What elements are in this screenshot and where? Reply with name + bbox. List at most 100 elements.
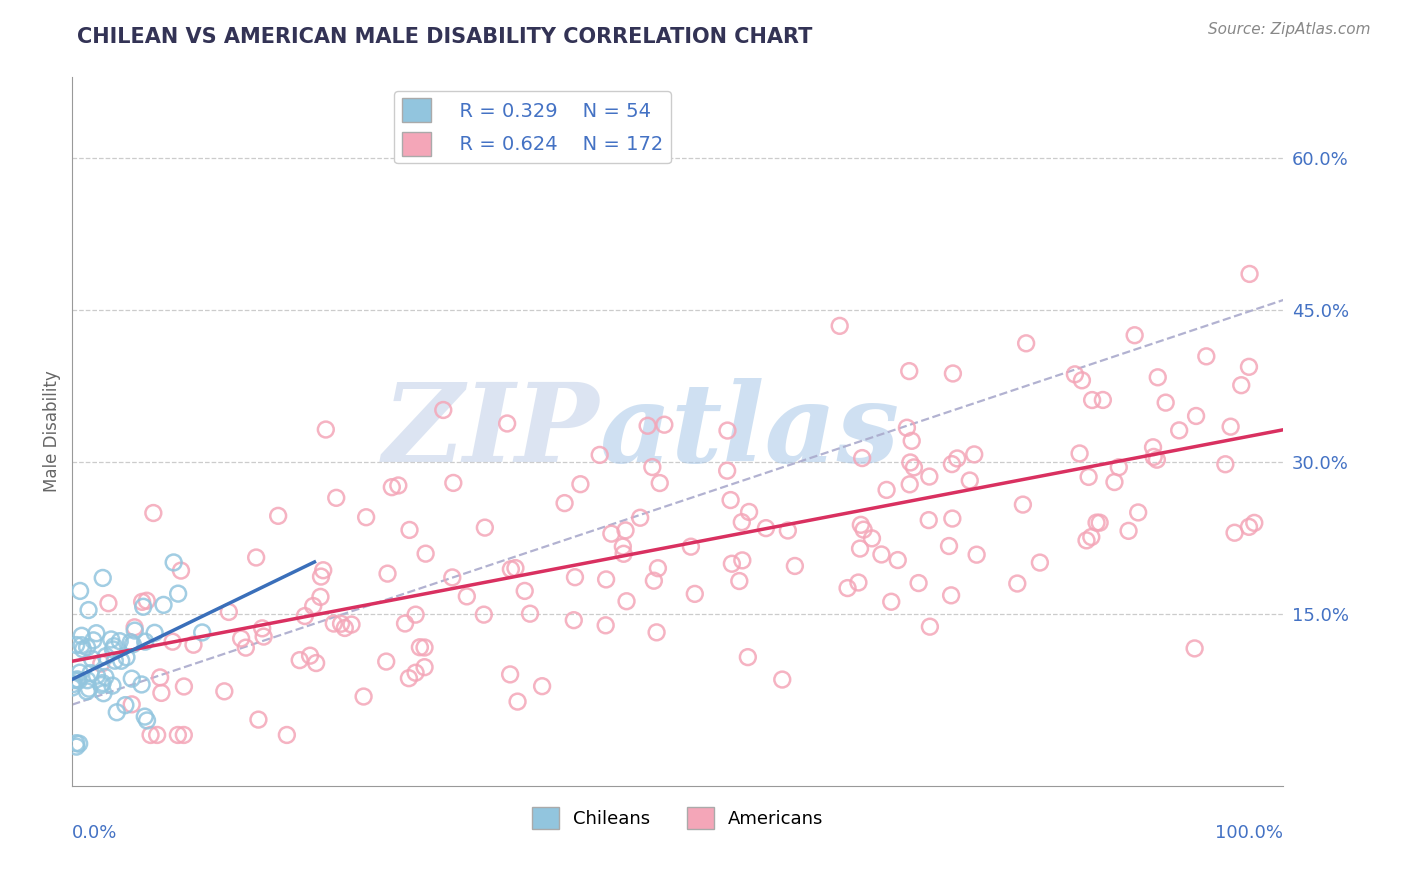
Chileans [110, 654, 132, 668]
Americans [1237, 359, 1260, 374]
Americans [1088, 516, 1111, 530]
Americans [245, 550, 267, 565]
Americans [849, 517, 872, 532]
Americans [946, 451, 969, 466]
Chileans [91, 571, 114, 585]
Americans [1184, 641, 1206, 656]
Americans [1118, 524, 1140, 538]
Americans [731, 515, 754, 529]
Chileans [60, 681, 83, 695]
Americans [903, 460, 925, 475]
Americans [738, 505, 761, 519]
Americans [1091, 392, 1114, 407]
Americans [851, 451, 873, 466]
Americans [876, 483, 898, 497]
Americans [1108, 460, 1130, 475]
Americans [146, 728, 169, 742]
Americans [456, 590, 478, 604]
Americans [1081, 392, 1104, 407]
Americans [755, 521, 778, 535]
Americans [276, 728, 298, 742]
Americans [907, 576, 929, 591]
Chileans [132, 599, 155, 614]
Chileans [63, 673, 86, 687]
Americans [1215, 457, 1237, 471]
Americans [614, 524, 637, 538]
Americans [918, 513, 941, 527]
Americans [1063, 368, 1085, 382]
Americans [720, 493, 742, 508]
Americans [613, 547, 636, 561]
Text: Source: ZipAtlas.com: Source: ZipAtlas.com [1208, 22, 1371, 37]
Americans [860, 532, 883, 546]
Americans [645, 625, 668, 640]
Chileans [76, 673, 98, 688]
Americans [183, 638, 205, 652]
Americans [312, 563, 335, 577]
Chileans [70, 629, 93, 643]
Americans [1080, 530, 1102, 544]
Americans [616, 594, 638, 608]
Americans [776, 524, 799, 538]
Text: atlas: atlas [599, 377, 900, 485]
Americans [250, 621, 273, 635]
Americans [394, 616, 416, 631]
Americans [564, 570, 586, 584]
Chileans [101, 642, 124, 657]
Americans [770, 673, 793, 687]
Text: 100.0%: 100.0% [1215, 824, 1284, 842]
Chileans [90, 678, 112, 692]
Americans [918, 620, 941, 634]
Americans [139, 728, 162, 742]
Americans [898, 364, 921, 378]
Americans [562, 613, 585, 627]
Americans [322, 616, 344, 631]
Americans [340, 617, 363, 632]
Chileans [77, 603, 100, 617]
Americans [353, 690, 375, 704]
Chileans [134, 709, 156, 723]
Americans [472, 607, 495, 622]
Y-axis label: Male Disability: Male Disability [44, 370, 60, 492]
Americans [1085, 516, 1108, 530]
Americans [569, 477, 592, 491]
Americans [1076, 533, 1098, 548]
Americans [1168, 423, 1191, 437]
Americans [941, 457, 963, 471]
Chileans [104, 654, 127, 668]
Americans [121, 698, 143, 712]
Americans [963, 447, 986, 461]
Chileans [103, 639, 125, 653]
Chileans [67, 737, 90, 751]
Americans [939, 588, 962, 602]
Americans [887, 553, 910, 567]
Chileans [65, 736, 87, 750]
Americans [315, 423, 337, 437]
Chileans [82, 633, 104, 648]
Americans [413, 640, 436, 655]
Americans [1185, 409, 1208, 423]
Americans [299, 648, 322, 663]
Americans [612, 540, 634, 554]
Americans [405, 607, 427, 622]
Americans [405, 665, 427, 680]
Americans [90, 657, 112, 671]
Americans [648, 476, 671, 491]
Chileans [120, 635, 142, 649]
Americans [124, 620, 146, 634]
Americans [938, 539, 960, 553]
Americans [716, 424, 738, 438]
Americans [302, 599, 325, 613]
Americans [162, 634, 184, 648]
Americans [398, 523, 420, 537]
Americans [142, 506, 165, 520]
Americans [305, 656, 328, 670]
Chileans [143, 625, 166, 640]
Americans [1015, 336, 1038, 351]
Chileans [124, 624, 146, 638]
Americans [218, 605, 240, 619]
Americans [387, 478, 409, 492]
Chileans [108, 634, 131, 648]
Americans [415, 547, 437, 561]
Americans [737, 650, 759, 665]
